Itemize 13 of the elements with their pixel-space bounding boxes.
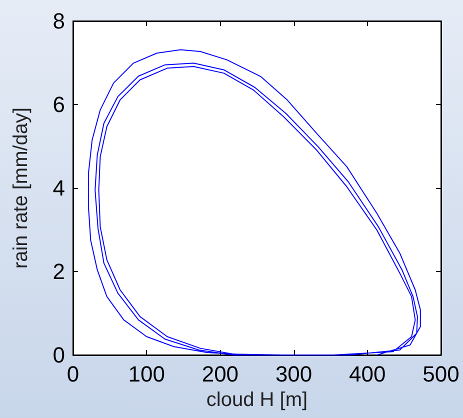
- x-axis-title: cloud H [m]: [206, 388, 308, 411]
- y-axis-title: rain rate [mm/day]: [10, 107, 32, 269]
- x-tick-label: 100: [128, 362, 165, 386]
- y-tick-label: 0: [52, 342, 65, 368]
- x-tick-label: 200: [202, 362, 239, 386]
- y-tick-label: 2: [52, 259, 65, 284]
- x-tick-label: 400: [349, 362, 386, 386]
- x-tick-label: 300: [275, 362, 312, 386]
- line-series: [88, 49, 421, 356]
- x-tick-label: 500: [422, 362, 460, 386]
- y-tick-label: 4: [52, 176, 65, 200]
- y-tick-label: 8: [52, 8, 65, 34]
- y-tick-label: 6: [52, 92, 65, 117]
